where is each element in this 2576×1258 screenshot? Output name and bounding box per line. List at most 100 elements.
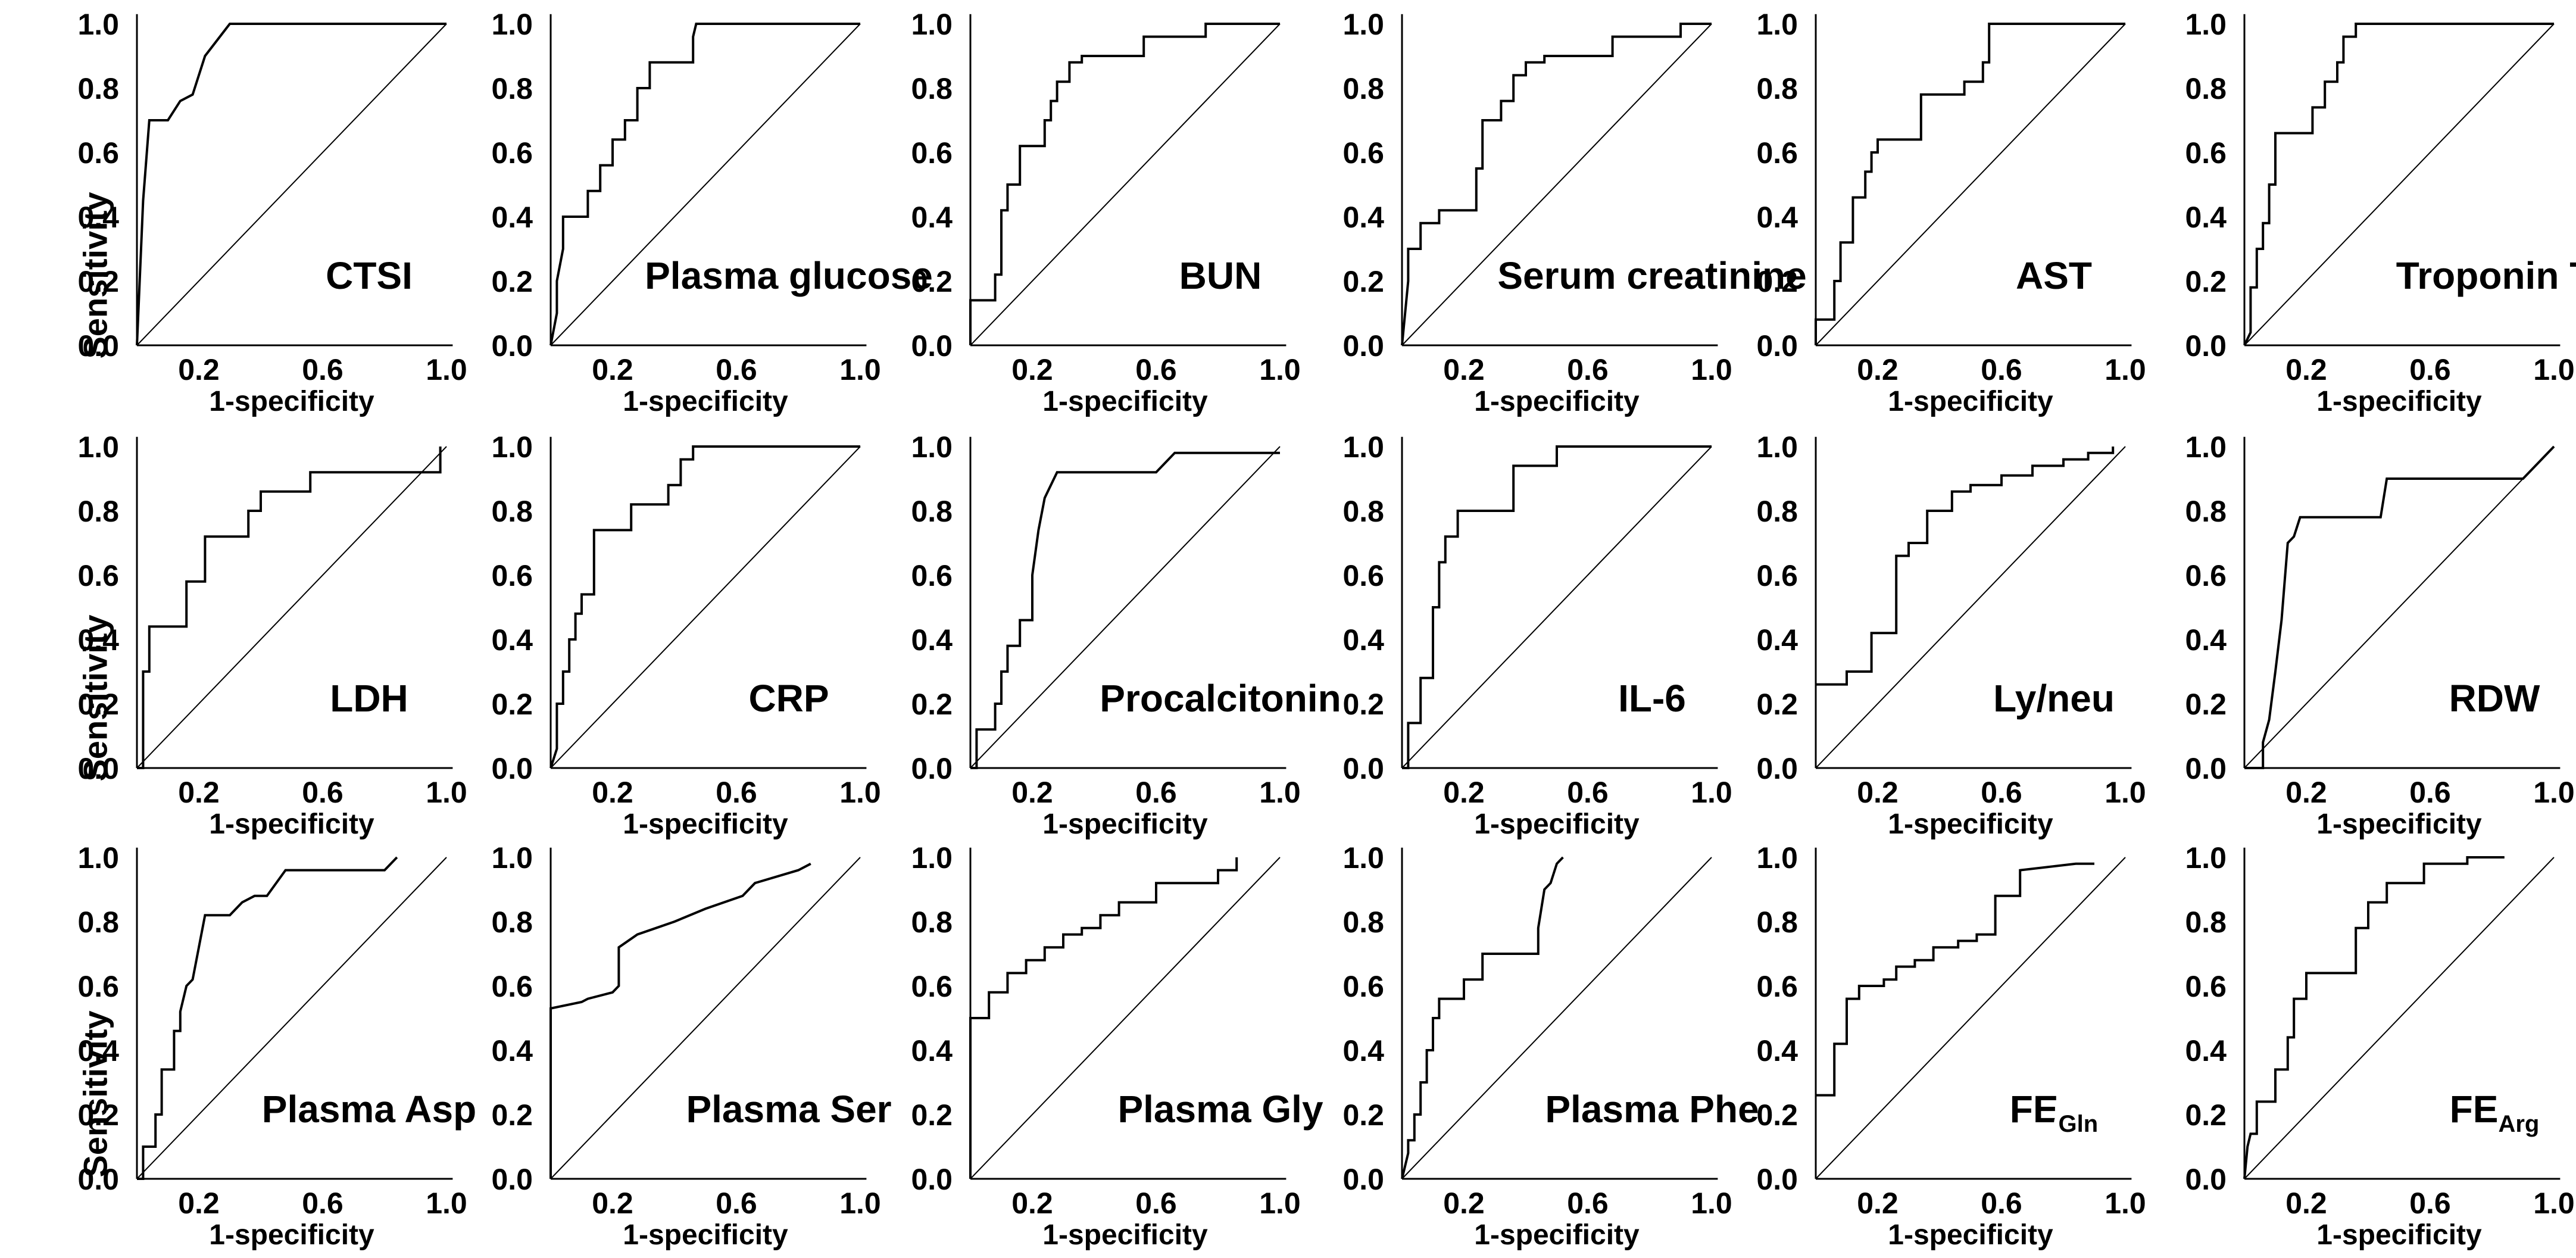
x-tick-label: 0.6 bbox=[1135, 776, 1177, 809]
x-tick-label: 1.0 bbox=[2104, 353, 2146, 386]
y-tick-label: 0.4 bbox=[77, 201, 119, 234]
x-tick-label: 0.2 bbox=[178, 1187, 220, 1220]
roc-curve bbox=[549, 863, 811, 1179]
x-tick-label: 0.2 bbox=[2285, 776, 2327, 809]
panel-title: BUN bbox=[1179, 254, 1262, 297]
y-tick-label: 0.0 bbox=[911, 1163, 953, 1196]
y-tick-label: 0.6 bbox=[1342, 970, 1384, 1003]
y-tick-label: 0.0 bbox=[2185, 752, 2227, 785]
x-axis-label: 1-specificity bbox=[209, 809, 374, 840]
reference-diagonal-line bbox=[550, 446, 861, 769]
y-tick-label: 0.6 bbox=[1756, 559, 1798, 592]
y-tick-label: 0.6 bbox=[2185, 559, 2227, 592]
reference-diagonal-line bbox=[1401, 23, 1712, 346]
y-tick-label: 1.0 bbox=[1756, 8, 1798, 41]
roc-curve bbox=[969, 23, 1280, 345]
y-tick-label: 0.2 bbox=[491, 688, 533, 721]
reference-diagonal-line bbox=[136, 23, 447, 346]
panel-title: Plasma Asp bbox=[262, 1088, 476, 1131]
panel-title: FEArg bbox=[2450, 1088, 2540, 1137]
y-tick-label: 1.0 bbox=[77, 430, 119, 464]
x-axis-label: 1-specificity bbox=[2316, 1219, 2482, 1251]
roc-curve bbox=[2243, 23, 2554, 346]
roc-panel-plasma-asp: 0.0 0.2 0.4 0.6 0.8 1.0 0.2 0.6 1.0 1-specificity… bbox=[77, 841, 482, 1251]
reference-diagonal-line bbox=[1401, 857, 1712, 1179]
y-tick-label: 0.8 bbox=[1756, 495, 1798, 528]
y-tick-label: 0.2 bbox=[911, 688, 953, 721]
y-tick-label: 0.4 bbox=[2185, 201, 2227, 234]
x-tick-label: 0.2 bbox=[178, 776, 220, 809]
y-tick-label: 0.6 bbox=[77, 559, 119, 592]
reference-diagonal-line bbox=[970, 857, 1281, 1179]
y-tick-label: 0.8 bbox=[2185, 495, 2227, 528]
x-tick-label: 1.0 bbox=[2533, 353, 2575, 386]
panel-title: Ly/neu bbox=[1993, 677, 2115, 720]
x-tick-label: 1.0 bbox=[426, 353, 467, 386]
x-tick-label: 0.2 bbox=[178, 353, 220, 386]
y-tick-label: 0.8 bbox=[77, 906, 119, 939]
y-tick-label: 0.0 bbox=[491, 1163, 533, 1196]
y-tick-label: 1.0 bbox=[1756, 430, 1798, 464]
panel-title: Serum creatinine bbox=[1497, 254, 1806, 297]
x-tick-label: 0.6 bbox=[302, 776, 344, 809]
roc-curve bbox=[1401, 856, 1564, 1179]
y-tick-label: 1.0 bbox=[911, 841, 953, 875]
y-tick-label: 0.8 bbox=[491, 72, 533, 105]
roc-panel-ctsi: 0.0 0.2 0.4 0.6 0.8 1.0 0.2 0.6 1.0 1-specificity… bbox=[77, 8, 467, 417]
roc-curve bbox=[1816, 447, 2115, 686]
y-tick-label: 1.0 bbox=[1342, 841, 1384, 875]
x-tick-label: 0.2 bbox=[1011, 1187, 1053, 1220]
roc-panel-plasma-phe: 0.0 0.2 0.4 0.6 0.8 1.0 0.2 0.6 1.0 1-specificity… bbox=[1342, 841, 1764, 1251]
roc-panel-il-6: 0.0 0.2 0.4 0.6 0.8 1.0 0.2 0.6 1.0 1-specificity… bbox=[1342, 430, 1732, 840]
x-tick-label: 0.2 bbox=[1857, 1187, 1899, 1220]
reference-diagonal-line bbox=[136, 446, 447, 769]
y-tick-label: 0.0 bbox=[2185, 329, 2227, 363]
y-tick-label: 0.8 bbox=[2185, 72, 2227, 105]
roc-panel-plasma-ser: 0.0 0.2 0.4 0.6 0.8 1.0 0.2 0.6 1.0 1-specificity… bbox=[491, 841, 897, 1251]
y-tick-label: 1.0 bbox=[1342, 430, 1384, 464]
y-tick-label: 0.2 bbox=[911, 1098, 953, 1132]
x-tick-label: 0.2 bbox=[592, 353, 633, 386]
x-axis-label: 1-specificity bbox=[1474, 386, 1640, 417]
x-tick-label: 0.6 bbox=[2409, 776, 2451, 809]
x-tick-label: 0.2 bbox=[1011, 776, 1053, 809]
y-tick-label: 0.0 bbox=[911, 752, 953, 785]
roc-panel-plasma-gly: 0.0 0.2 0.4 0.6 0.8 1.0 0.2 0.6 1.0 1-specificity… bbox=[911, 841, 1328, 1251]
y-tick-label: 0.2 bbox=[2185, 1098, 2227, 1132]
y-tick-label: 0.0 bbox=[1342, 329, 1384, 363]
x-axis-label: 1-specificity bbox=[1888, 1219, 2053, 1251]
y-tick-label: 0.8 bbox=[77, 72, 119, 105]
y-tick-label: 0.4 bbox=[77, 1034, 119, 1067]
x-tick-label: 0.6 bbox=[716, 776, 757, 809]
x-tick-label: 0.6 bbox=[2409, 1187, 2451, 1220]
x-tick-label: 1.0 bbox=[1691, 776, 1732, 809]
x-axis-label: 1-specificity bbox=[209, 1219, 374, 1251]
reference-diagonal-line bbox=[2244, 23, 2555, 346]
x-axis-label: 1-specificity bbox=[1474, 809, 1640, 840]
y-tick-label: 0.2 bbox=[491, 1098, 533, 1132]
panel-title: Troponin T bbox=[2396, 254, 2576, 297]
y-tick-label: 0.0 bbox=[1756, 1163, 1798, 1196]
roc-curve bbox=[1402, 445, 1712, 769]
y-tick-label: 1.0 bbox=[2185, 430, 2227, 464]
roc-panel-ast: 0.0 0.2 0.4 0.6 0.8 1.0 0.2 0.6 1.0 1-specificity… bbox=[1756, 8, 2146, 417]
y-tick-label: 0.4 bbox=[77, 623, 119, 657]
y-tick-label: 0.0 bbox=[77, 329, 119, 363]
x-tick-label: 1.0 bbox=[839, 776, 881, 809]
x-tick-label: 0.2 bbox=[2285, 353, 2327, 386]
roc-curve bbox=[1815, 23, 2125, 345]
roc-panel-bun: 0.0 0.2 0.4 0.6 0.8 1.0 0.2 0.6 1.0 1-specificity… bbox=[911, 8, 1300, 417]
roc-curve bbox=[136, 23, 446, 346]
roc-panel-plasma-glucose: 0.0 0.2 0.4 0.6 0.8 1.0 0.2 0.6 1.0 1-specificity… bbox=[491, 8, 938, 417]
x-tick-label: 0.2 bbox=[1443, 353, 1485, 386]
panel-title: IL-6 bbox=[1618, 677, 1686, 720]
x-axis-label: 1-specificity bbox=[1042, 809, 1208, 840]
x-tick-label: 0.2 bbox=[592, 776, 633, 809]
roc-curve bbox=[137, 856, 398, 1180]
y-tick-label: 0.2 bbox=[77, 688, 119, 721]
y-tick-label: 0.2 bbox=[77, 265, 119, 298]
y-tick-label: 0.6 bbox=[77, 970, 119, 1003]
y-tick-label: 0.8 bbox=[1756, 906, 1798, 939]
y-tick-label: 0.8 bbox=[491, 495, 533, 528]
